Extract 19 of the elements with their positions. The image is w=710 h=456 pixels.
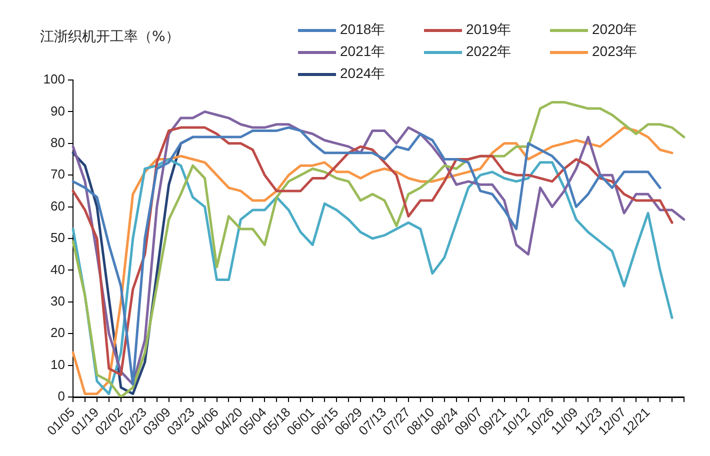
y-tick-label: 20 <box>50 325 65 340</box>
y-tick-label: 0 <box>58 388 65 404</box>
legend-label: 2022年 <box>466 43 512 61</box>
legend-label: 2023年 <box>592 43 638 61</box>
y-tick-label: 80 <box>50 134 65 150</box>
legend-label: 2018年 <box>340 21 386 39</box>
y-tick-label: 40 <box>50 262 65 277</box>
y-tick-label: 60 <box>50 198 65 214</box>
y-axis-title: 江浙织机开工率（%） <box>40 28 180 46</box>
legend-label: 2021年 <box>340 43 386 61</box>
y-tick-label: 30 <box>50 293 65 308</box>
y-tick-label: 50 <box>50 230 65 246</box>
y-tick-label: 100 <box>43 72 65 87</box>
legend-label: 2020年 <box>592 21 638 39</box>
legend-label: 2024年 <box>340 65 386 83</box>
legend-label: 2019年 <box>466 21 512 39</box>
y-tick-label: 10 <box>50 356 65 372</box>
y-tick-label: 90 <box>50 103 65 118</box>
y-tick-label: 70 <box>50 166 65 182</box>
